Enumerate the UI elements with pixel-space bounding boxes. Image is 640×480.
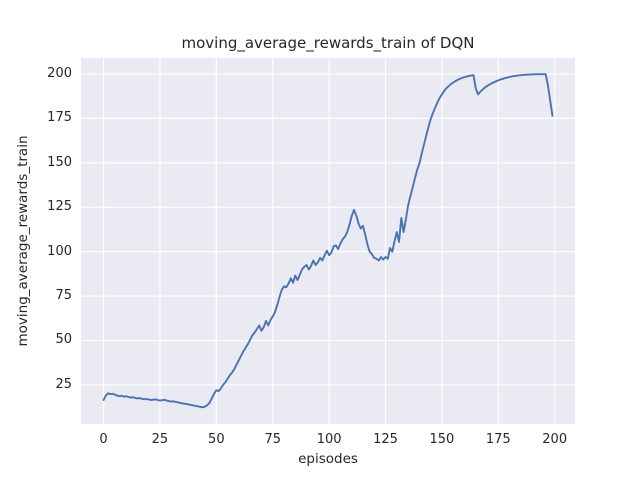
y-tick-label: 125 — [47, 199, 72, 215]
x-tick-label: 50 — [208, 432, 225, 447]
y-tick-label: 150 — [47, 154, 72, 170]
y-tick-label: 200 — [47, 65, 72, 81]
plot-area — [81, 58, 575, 424]
x-tick-label: 100 — [316, 432, 342, 447]
x-tick-label: 175 — [485, 432, 511, 447]
x-axis-label: episodes — [298, 451, 358, 467]
x-tick-label: 150 — [429, 432, 455, 447]
y-tick-label: 25 — [55, 376, 72, 392]
y-tick-label: 50 — [55, 332, 72, 348]
line-chart-canvas — [81, 58, 575, 424]
x-tick-label: 125 — [373, 432, 398, 447]
y-tick-label: 175 — [47, 110, 72, 126]
y-tick-label: 75 — [55, 288, 72, 304]
x-tick-label: 75 — [264, 432, 282, 447]
chart-title: moving_average_rewards_train of DQN — [181, 34, 475, 52]
x-tick-label: 0 — [99, 432, 108, 447]
y-tick-label: 100 — [47, 243, 72, 259]
data-line — [102, 73, 554, 409]
x-tick-label: 200 — [542, 432, 568, 447]
x-tick-label: 25 — [151, 432, 169, 447]
